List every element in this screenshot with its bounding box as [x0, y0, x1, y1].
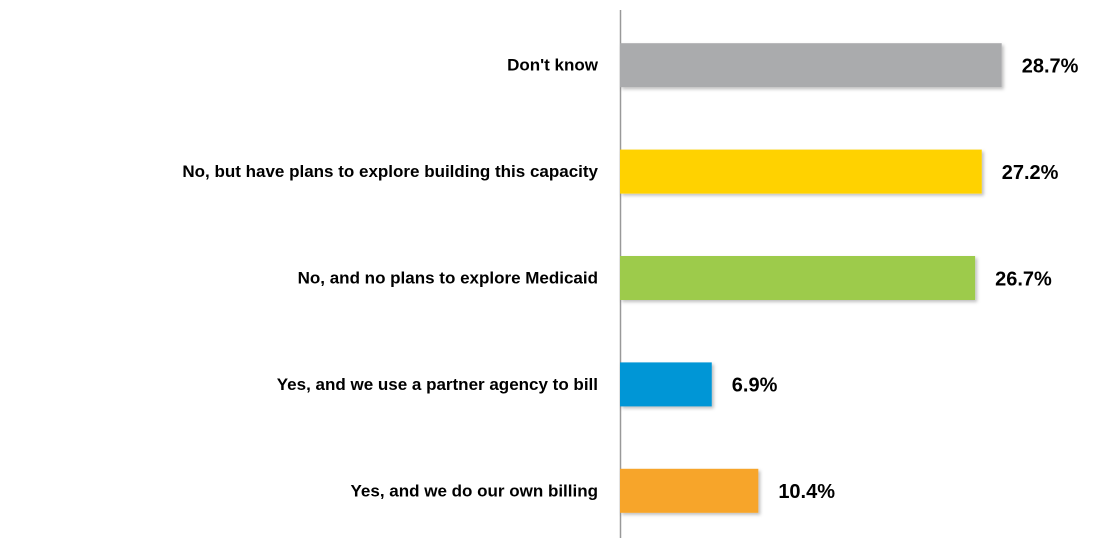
bar — [620, 362, 712, 407]
category-label: No, and no plans to explore Medicaid — [298, 268, 598, 287]
category-label: Yes, and we do our own billing — [351, 481, 598, 500]
category-label: Yes, and we use a partner agency to bill — [277, 375, 598, 394]
bar — [620, 149, 982, 194]
bar — [620, 256, 976, 300]
value-label: 10.4% — [778, 481, 835, 503]
category-label: No, but have plans to explore building t… — [182, 162, 598, 181]
category-label: Don't know — [507, 56, 599, 75]
value-label: 6.9% — [732, 375, 778, 397]
bar — [620, 468, 759, 513]
bar — [620, 43, 1002, 88]
value-label: 28.7% — [1022, 55, 1079, 77]
value-label: 26.7% — [995, 268, 1052, 290]
value-label: 27.2% — [1002, 162, 1059, 184]
